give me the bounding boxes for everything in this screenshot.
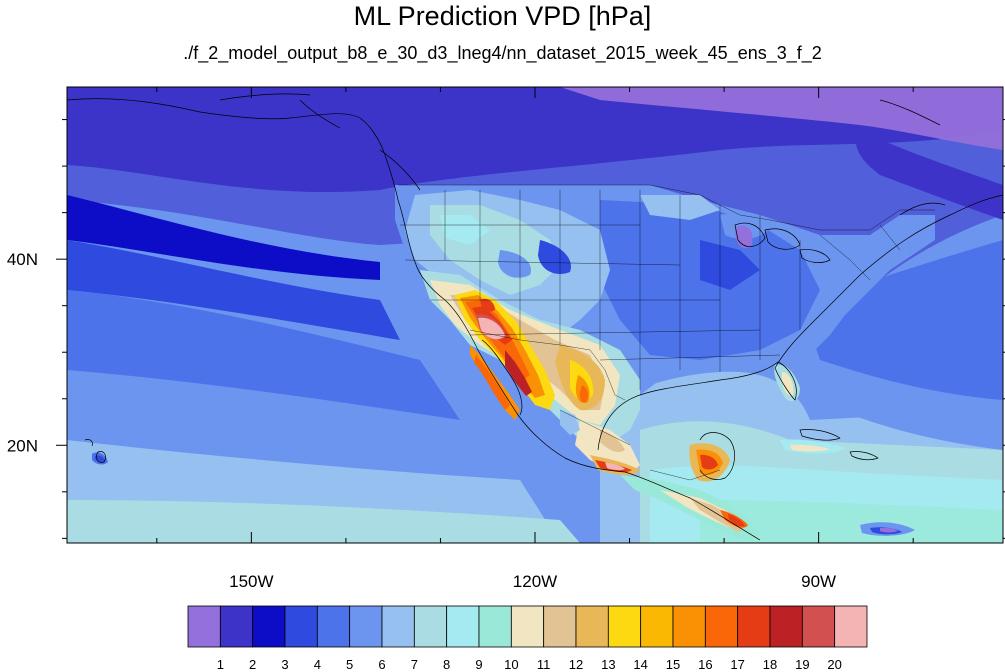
map-subtitle: ./f_2_model_output_b8_e_30_d3_lneg4/nn_d…	[183, 43, 822, 63]
colorbar-label: 6	[378, 657, 385, 672]
colorbar-swatch	[381, 605, 415, 648]
colorbar-swatch	[316, 605, 351, 648]
colorbar-label: 13	[601, 657, 615, 672]
axis-ticks	[56, 87, 1005, 543]
vpd-field	[67, 87, 1003, 543]
colorbar-swatch	[478, 605, 512, 648]
colorbar-label: 16	[698, 657, 712, 672]
colorbar: 1 2 3 4 5 6 7 8 9 10 11 12 13 14 15 16 17 18 19 20	[187, 605, 868, 672]
colorbar-swatch	[349, 605, 383, 648]
axis-tick-labels: 150W 120W 90W 40N 20N	[7, 250, 836, 591]
map-title: ML Prediction VPD [hPa]	[353, 1, 652, 31]
colorbar-label: 5	[346, 657, 353, 672]
colorbar-swatch	[413, 605, 448, 648]
colorbar-label: 8	[443, 657, 450, 672]
colorbar-swatch	[769, 605, 803, 648]
colorbar-swatch	[252, 605, 286, 648]
colorbar-swatch	[446, 605, 480, 648]
colorbar-label: 9	[475, 657, 482, 672]
colorbar-label: 18	[763, 657, 777, 672]
x-tick-label: 150W	[229, 572, 273, 591]
colorbar-swatch	[801, 605, 836, 648]
colorbar-swatch	[672, 605, 706, 648]
colorbar-swatch	[640, 605, 674, 648]
x-tick-label: 90W	[801, 572, 836, 591]
colorbar-label: 14	[633, 657, 647, 672]
colorbar-label: 19	[795, 657, 809, 672]
colorbar-swatch	[187, 605, 221, 648]
colorbar-label: 11	[537, 657, 551, 672]
x-tick-label: 120W	[513, 572, 557, 591]
colorbar-label: 3	[281, 657, 288, 672]
colorbar-swatch	[510, 605, 545, 648]
y-tick-label: 40N	[7, 250, 38, 269]
colorbar-swatch	[607, 605, 642, 648]
colorbar-label: 4	[314, 657, 321, 672]
colorbar-swatch	[737, 605, 771, 648]
colorbar-label: 12	[569, 657, 583, 672]
colorbar-swatch	[704, 605, 739, 648]
colorbar-label: 15	[666, 657, 680, 672]
y-tick-label: 20N	[7, 436, 38, 455]
colorbar-label: 1	[217, 657, 224, 672]
colorbar-swatch	[284, 605, 318, 648]
colorbar-swatch	[219, 605, 254, 648]
colorbar-label: 17	[730, 657, 744, 672]
colorbar-swatch	[543, 605, 577, 648]
colorbar-swatch	[575, 605, 609, 648]
colorbar-label: 7	[411, 657, 418, 672]
colorbar-label: 20	[827, 657, 841, 672]
colorbar-swatch	[834, 605, 868, 648]
colorbar-label: 10	[504, 657, 518, 672]
colorbar-label: 2	[249, 657, 256, 672]
